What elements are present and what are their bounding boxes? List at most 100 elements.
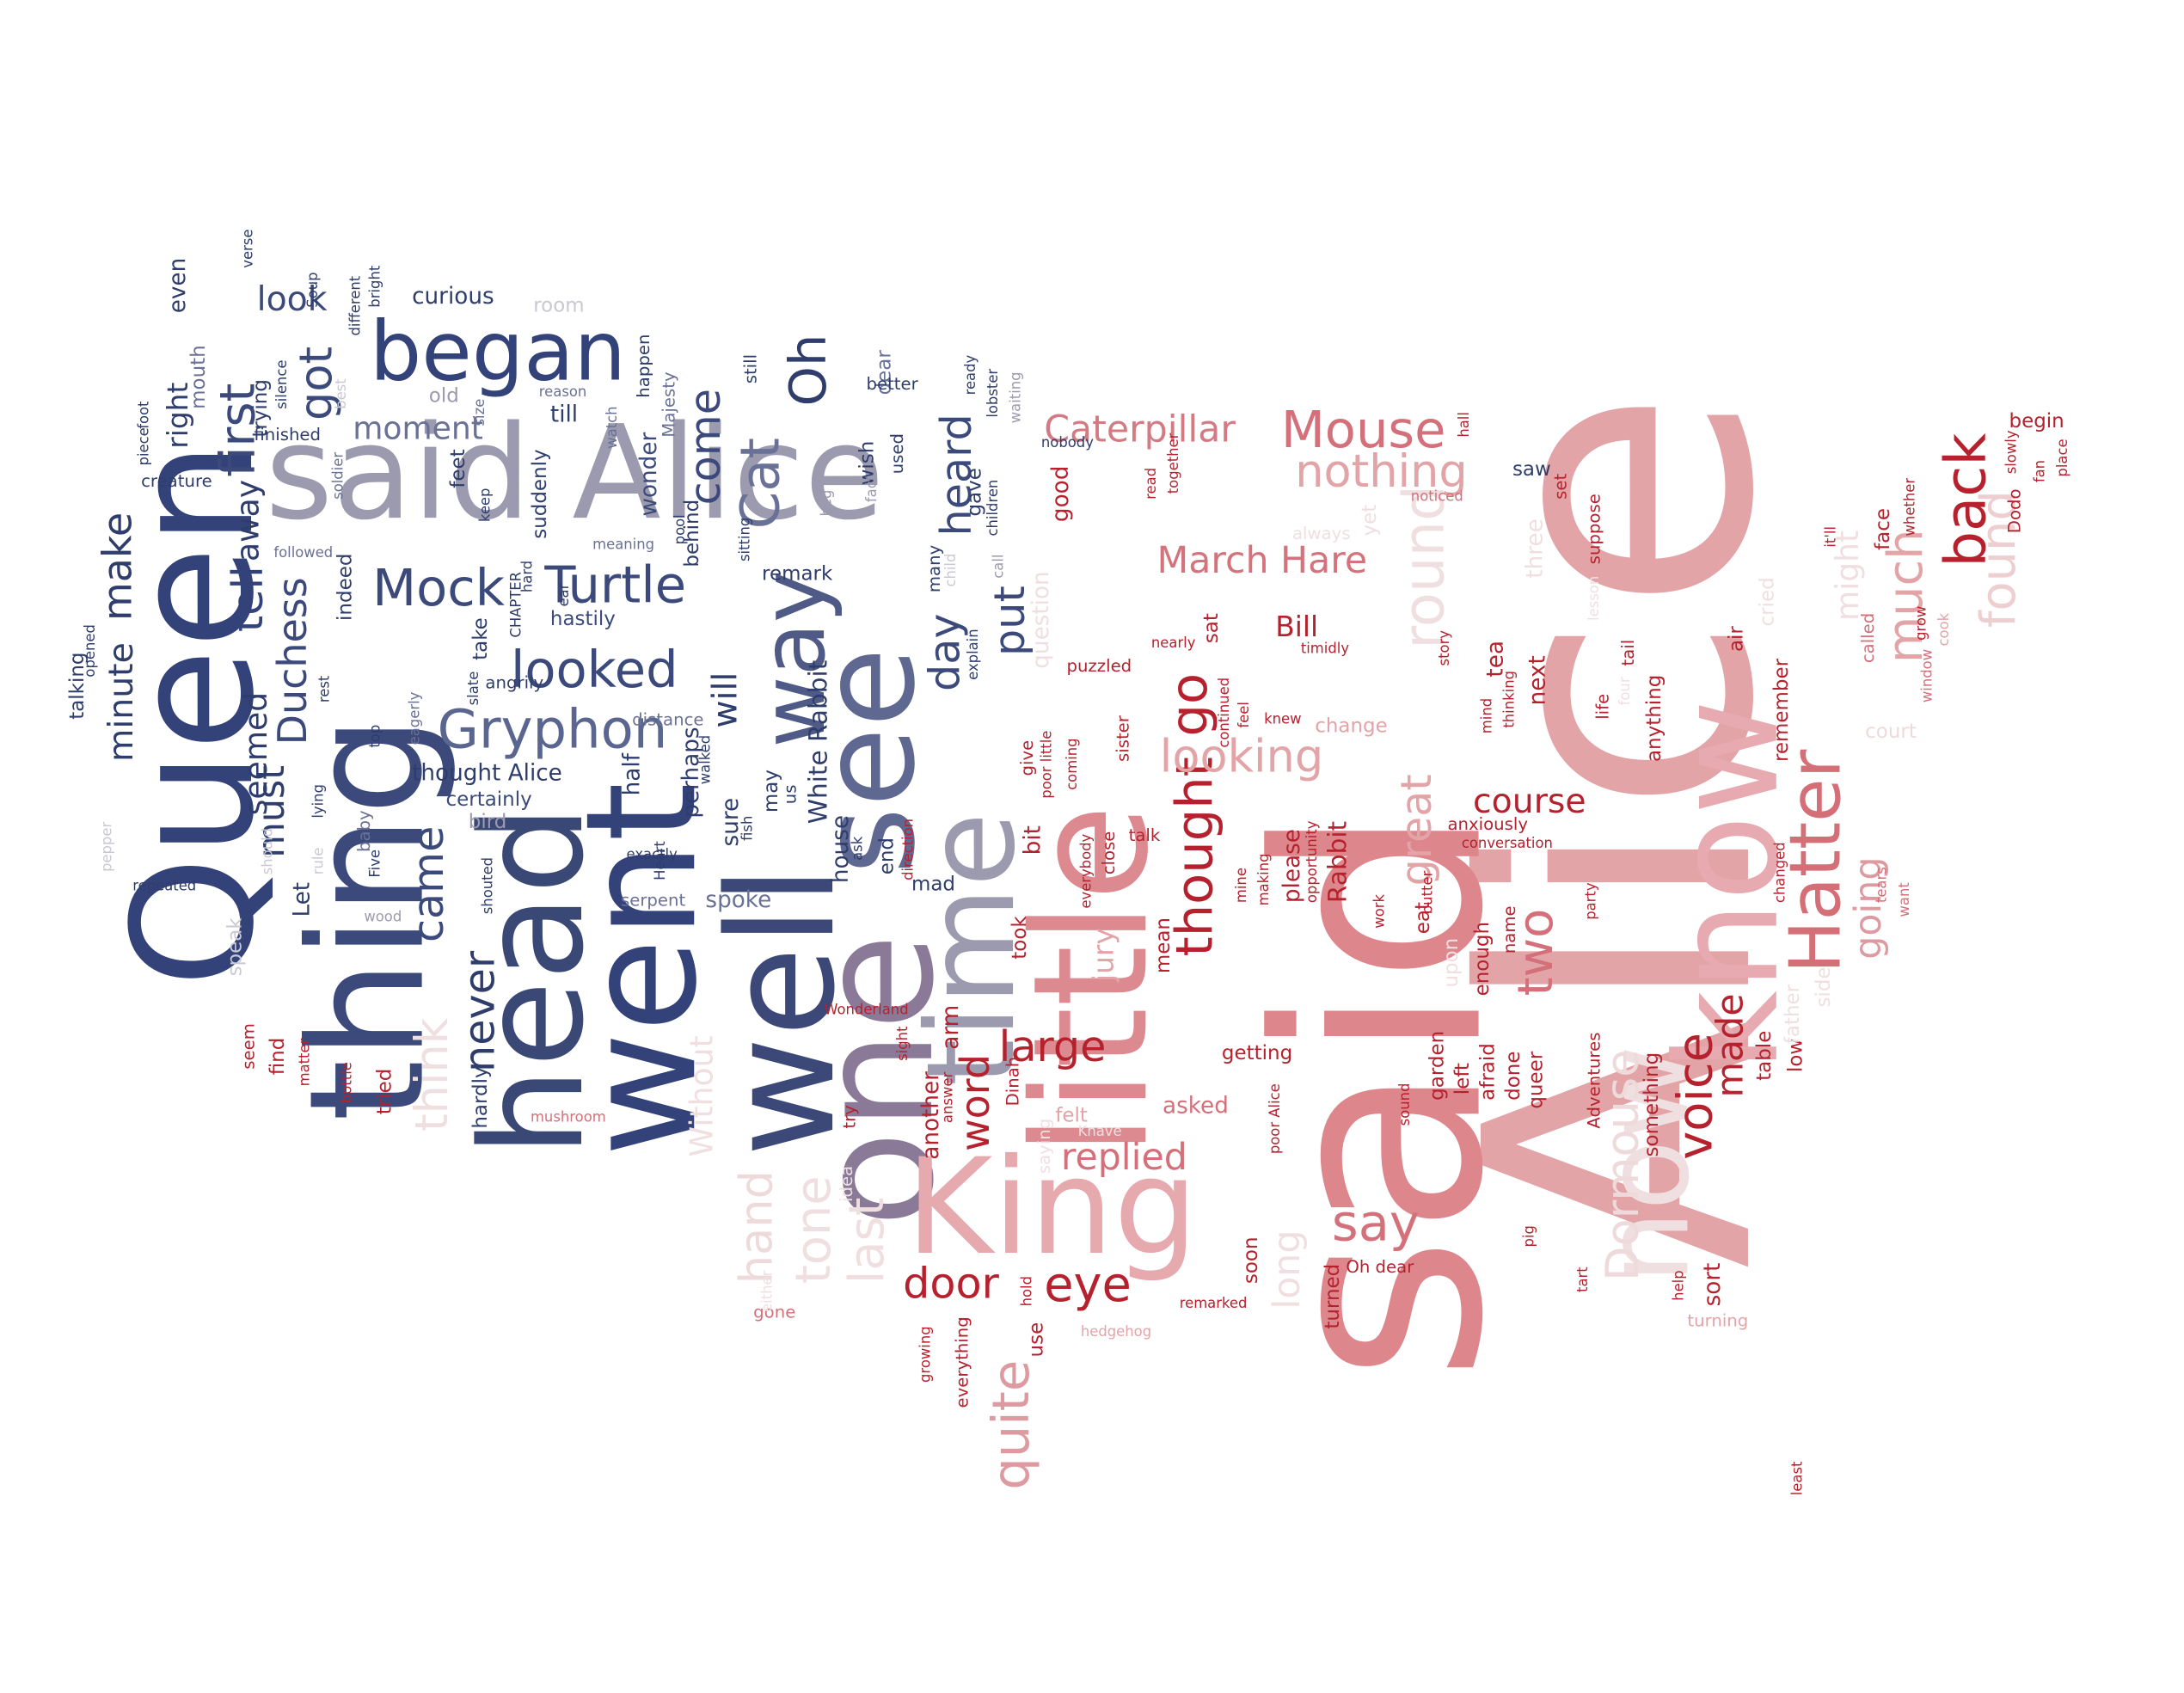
word-cloud-word: work xyxy=(1372,893,1389,929)
word-cloud-word: look xyxy=(256,279,328,319)
word-cloud-word: children xyxy=(985,479,1002,537)
word-cloud-word: bird xyxy=(468,811,507,834)
word-cloud-word: Caterpillar xyxy=(1044,408,1236,452)
word-cloud-word: hand xyxy=(729,1170,783,1285)
word-cloud-word: change xyxy=(1315,715,1388,739)
word-cloud-word: coming xyxy=(1064,738,1081,790)
word-cloud-word: opportunity xyxy=(1304,820,1321,904)
word-cloud-word: walked xyxy=(698,734,715,785)
word-cloud-word: should xyxy=(261,827,277,875)
word-cloud-word: tone xyxy=(785,1175,843,1285)
word-cloud-word: thought xyxy=(1166,757,1225,957)
word-cloud-word: Dodo xyxy=(2004,488,2025,534)
word-cloud-word: come xyxy=(681,388,731,506)
word-cloud-word: another xyxy=(917,1071,944,1160)
word-cloud-word: poor little xyxy=(1040,730,1056,799)
word-cloud-word: it'll xyxy=(1824,525,1840,548)
word-cloud-word: Turtle xyxy=(544,557,687,616)
word-cloud-word: face xyxy=(1872,507,1895,550)
word-cloud-word: soon xyxy=(1240,1236,1263,1285)
word-cloud-word: mouth xyxy=(187,345,211,409)
word-cloud-word: read xyxy=(1144,467,1160,500)
word-cloud-word: pepper xyxy=(100,821,116,873)
word-cloud-word: want xyxy=(1897,882,1913,917)
word-cloud-word: may xyxy=(760,770,783,813)
word-cloud-word: hardly xyxy=(469,1066,493,1129)
word-cloud-word: repeated xyxy=(132,879,197,895)
word-cloud-word: looking xyxy=(1159,729,1324,783)
word-cloud-word: ear xyxy=(557,583,574,607)
word-cloud-word: place xyxy=(2055,439,2071,477)
word-cloud-word: side xyxy=(1813,966,1836,1008)
word-cloud-word: mad xyxy=(911,873,956,896)
word-cloud-word: good xyxy=(1046,465,1074,523)
word-cloud-word: grow xyxy=(1914,605,1930,641)
word-cloud-word: puzzled xyxy=(1066,655,1132,676)
word-cloud-word: Hatter xyxy=(1775,749,1857,974)
word-cloud-word: party xyxy=(1584,882,1600,920)
word-cloud-word: take xyxy=(469,617,493,660)
word-cloud-word: replied xyxy=(1060,1137,1187,1180)
word-cloud-word: sight xyxy=(895,1026,911,1061)
word-cloud-word: thinking xyxy=(1502,670,1518,728)
word-cloud-word: even xyxy=(163,257,191,314)
word-cloud-word: silence xyxy=(274,359,291,409)
word-cloud-word: knew xyxy=(1264,712,1302,728)
word-cloud-word: left xyxy=(1451,1063,1475,1095)
word-cloud-word: Gryphon xyxy=(437,698,668,761)
word-cloud-word: round xyxy=(1392,485,1457,649)
word-cloud-word: sat xyxy=(1200,613,1224,644)
word-cloud-word: wood xyxy=(364,910,402,926)
word-cloud-word: upon xyxy=(1440,937,1463,988)
word-cloud-word: end xyxy=(875,837,899,875)
word-cloud-word: Oh dear xyxy=(1346,1256,1414,1277)
word-cloud-word: together xyxy=(1166,432,1182,494)
word-cloud-word: size xyxy=(472,398,488,426)
word-cloud-word: anxiously xyxy=(1447,813,1529,834)
word-cloud-word: bright xyxy=(368,265,384,308)
word-cloud-word: queer xyxy=(1525,1051,1548,1109)
word-cloud-word: go xyxy=(1161,672,1219,737)
word-cloud-word: last xyxy=(839,1197,896,1285)
word-cloud-word: slate xyxy=(467,671,483,706)
word-cloud-word: changed xyxy=(1773,842,1789,904)
word-cloud-word: asked xyxy=(1163,1091,1229,1119)
word-cloud-word: shouted xyxy=(481,856,497,915)
word-cloud-word: day xyxy=(921,613,971,691)
word-cloud-word: Let xyxy=(287,881,315,917)
word-cloud-word: something xyxy=(1641,1052,1664,1157)
word-cloud-word: feet xyxy=(447,449,470,488)
word-cloud-word: beg xyxy=(819,489,836,517)
word-cloud-word: opened xyxy=(83,624,99,678)
word-cloud-word: growing xyxy=(918,1326,935,1383)
word-cloud-word: think xyxy=(404,1017,459,1132)
word-cloud-word: butter xyxy=(1420,870,1437,915)
word-cloud-word: make xyxy=(94,512,142,621)
word-cloud-word: happen xyxy=(633,334,653,398)
word-cloud-word: hard xyxy=(520,560,537,593)
word-cloud-word: Mock xyxy=(372,560,505,618)
word-cloud-word: fan xyxy=(2033,459,2049,483)
word-cloud-word: Bill xyxy=(1275,609,1319,644)
word-cloud-word: never xyxy=(455,950,506,1073)
word-cloud-word: distance xyxy=(632,709,704,730)
word-cloud-word: conversation xyxy=(1461,836,1553,853)
word-cloud-word: cook xyxy=(1936,612,1953,647)
word-cloud-word: life xyxy=(1592,693,1613,720)
word-cloud-word: always xyxy=(1291,523,1351,543)
word-cloud-word: mine xyxy=(1234,868,1250,904)
word-cloud-word: lesson xyxy=(1586,575,1603,621)
word-cloud-word: followed xyxy=(273,545,334,562)
word-cloud-word: nobody xyxy=(1040,436,1094,452)
word-cloud-word: moment xyxy=(353,412,483,448)
word-cloud-word: everybody xyxy=(1079,833,1095,909)
word-cloud-word: nothing xyxy=(1295,444,1468,499)
word-cloud-word: still xyxy=(740,353,761,384)
word-cloud-word: begin xyxy=(2009,410,2064,433)
word-cloud-word: took xyxy=(1009,916,1032,960)
word-cloud-word: verse xyxy=(241,229,257,268)
word-cloud-word: minute xyxy=(101,642,142,763)
word-cloud-word: remember xyxy=(1770,658,1794,763)
word-cloud-word: father xyxy=(1782,984,1805,1045)
word-cloud-word: help xyxy=(1672,1270,1688,1301)
